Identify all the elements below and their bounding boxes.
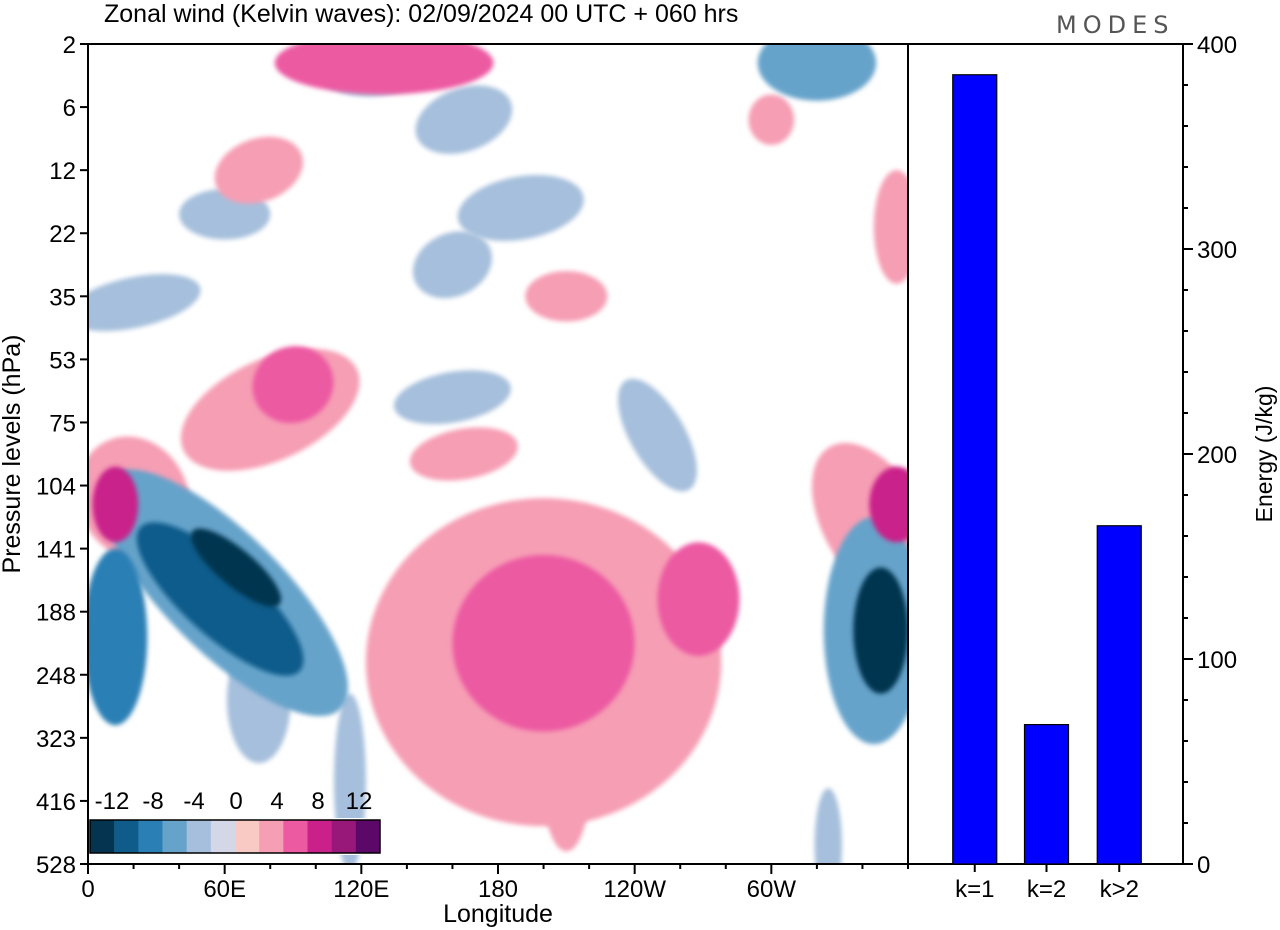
energy-bar bbox=[1023, 723, 1070, 865]
easterly-anomaly bbox=[853, 567, 908, 694]
y-tick-label: 248 bbox=[36, 663, 76, 690]
westerly-anomaly bbox=[869, 466, 908, 543]
colorbar-label: 0 bbox=[229, 788, 242, 815]
y-axis-label: Pressure levels (hPa) bbox=[0, 335, 26, 574]
energy-axis-label: Energy (J/kg) bbox=[1251, 386, 1277, 523]
chart-title: Zonal wind (Kelvin waves): 02/09/2024 00… bbox=[104, 0, 738, 28]
easterly-anomaly bbox=[814, 788, 842, 864]
colorbar-swatch bbox=[235, 820, 260, 853]
x-tick-label: 0 bbox=[81, 876, 94, 903]
colorbar-label: -4 bbox=[183, 788, 204, 815]
y-tick-label: 141 bbox=[36, 537, 76, 564]
y-tick-label: 35 bbox=[49, 284, 76, 311]
westerly-anomaly bbox=[525, 271, 608, 322]
easterly-anomaly bbox=[757, 44, 877, 101]
westerly-anomaly bbox=[92, 466, 139, 543]
colorbar-swatch bbox=[331, 820, 357, 853]
energy-tick-label: 100 bbox=[1197, 647, 1237, 674]
colorbar-swatch bbox=[138, 820, 163, 853]
colorbar-swatch bbox=[307, 820, 332, 853]
westerly-anomaly bbox=[252, 346, 334, 424]
energy-tick-label: 200 bbox=[1197, 442, 1237, 469]
colorbar-swatch bbox=[259, 820, 284, 853]
y-tick-label: 12 bbox=[49, 158, 76, 185]
colorbar-label: 8 bbox=[311, 788, 324, 815]
y-tick-label: 75 bbox=[49, 410, 76, 437]
energy-axis: 0 100 200 300 400 bbox=[1183, 32, 1237, 879]
y-tick-label: 323 bbox=[36, 726, 76, 753]
colorbar-label: -8 bbox=[142, 788, 163, 815]
easterly-anomaly bbox=[412, 231, 492, 299]
easterly-anomaly bbox=[191, 528, 282, 607]
y-tick-label: 2 bbox=[63, 32, 76, 59]
y-tick-label: 53 bbox=[49, 347, 76, 374]
energy-bar bbox=[1096, 525, 1142, 865]
easterly-anomaly bbox=[88, 274, 201, 332]
wind-anomaly-contours bbox=[88, 44, 908, 864]
colorbar-swatch bbox=[162, 820, 187, 853]
colorbar-swatch bbox=[355, 820, 381, 853]
y-tick-label: 188 bbox=[36, 600, 76, 627]
bar-category-label: k>2 bbox=[1100, 876, 1139, 903]
colorbar-swatch bbox=[186, 820, 212, 853]
westerly-anomaly bbox=[409, 427, 518, 481]
x-tick-label: 120E bbox=[333, 876, 389, 903]
easterly-anomaly bbox=[393, 370, 511, 425]
x-axis-label: Longitude bbox=[443, 900, 553, 928]
colorbar-swatch bbox=[114, 820, 139, 853]
modes-logo: MODES bbox=[1056, 11, 1174, 39]
y-tick-label: 6 bbox=[63, 95, 76, 122]
colorbar-frame bbox=[89, 819, 381, 854]
x-tick-label: 120W bbox=[603, 876, 666, 903]
energy-tick-label: 300 bbox=[1197, 237, 1237, 264]
colorbar-swatch bbox=[210, 820, 236, 853]
y-tick-label: 416 bbox=[36, 789, 76, 816]
westerly-anomaly bbox=[214, 136, 303, 204]
longitude-axis: 0 60E 120E 180 120W 60W bbox=[81, 864, 909, 903]
x-tick-label: 60E bbox=[203, 876, 246, 903]
colorbar-swatch bbox=[90, 820, 115, 853]
westerly-anomaly bbox=[657, 542, 740, 656]
easterly-anomaly bbox=[457, 175, 584, 241]
easterly-anomaly bbox=[88, 548, 148, 726]
x-tick-label: 60W bbox=[747, 876, 797, 903]
westerly-anomaly bbox=[274, 44, 494, 95]
westerly-anomaly bbox=[452, 554, 635, 732]
westerly-anomaly bbox=[748, 94, 795, 145]
y-tick-label: 528 bbox=[36, 852, 76, 879]
easterly-anomaly bbox=[618, 378, 697, 492]
easterly-anomaly bbox=[136, 522, 304, 676]
y-tick-label: 104 bbox=[36, 474, 76, 501]
x-tick-label: 180 bbox=[478, 876, 518, 903]
colorbar-labels: -12 -8 -4 0 4 8 12 bbox=[95, 788, 373, 815]
energy-bars: k=1 k=2 k>2 bbox=[952, 74, 1142, 903]
energy-tick-label: 400 bbox=[1197, 32, 1237, 59]
energy-tick-label: 0 bbox=[1197, 852, 1210, 879]
westerly-anomaly bbox=[873, 170, 908, 284]
colorbar-label: 12 bbox=[346, 788, 373, 815]
bar-category-label: k=1 bbox=[955, 876, 994, 903]
bar-category-label: k=2 bbox=[1027, 876, 1066, 903]
colorbar-label: -12 bbox=[95, 788, 130, 815]
energy-bar bbox=[952, 74, 998, 865]
pressure-axis: 2 6 12 22 35 53 75 104 141 188 248 323 416 528 bbox=[36, 32, 88, 879]
easterly-anomaly bbox=[415, 85, 513, 154]
colorbar-swatch bbox=[283, 820, 308, 853]
y-tick-label: 22 bbox=[49, 221, 76, 248]
colorbar-label: 4 bbox=[270, 788, 283, 815]
colorbar bbox=[88, 818, 382, 855]
